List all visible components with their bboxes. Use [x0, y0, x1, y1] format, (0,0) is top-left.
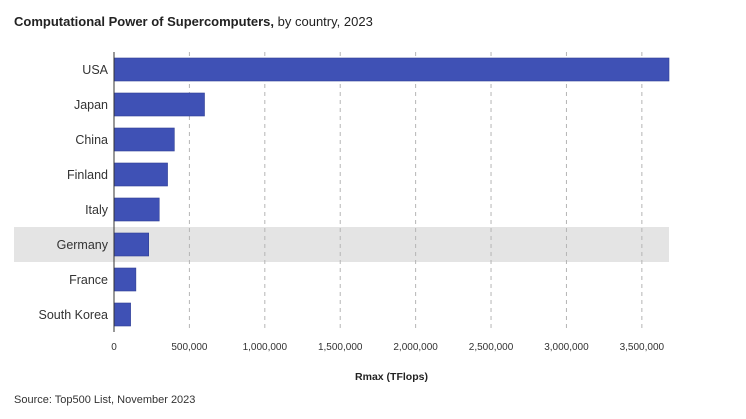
highlight-bands [14, 227, 669, 262]
category-label: France [69, 273, 108, 287]
chart-title-rest: by country, 2023 [274, 14, 373, 29]
category-label: Germany [57, 238, 109, 252]
bar-italy [113, 197, 160, 222]
bar-china [113, 127, 175, 152]
category-labels: USA Japan China Finland Italy Germany France So… [39, 63, 109, 322]
x-tick-label: 500,000 [171, 342, 208, 353]
bar-japan [113, 92, 205, 117]
bar-germany [113, 232, 149, 257]
chart-title: Computational Power of Supercomputers, b… [14, 14, 373, 29]
category-label: China [75, 133, 108, 147]
bars [113, 57, 670, 327]
highlight-band-germany [14, 227, 669, 262]
category-label: Finland [67, 168, 108, 182]
gridlines [188, 52, 643, 332]
x-tick-label: 1,500,000 [318, 342, 363, 353]
x-tick-label: 2,000,000 [393, 342, 438, 353]
source-note: Source: Top500 List, November 2023 [14, 394, 196, 406]
x-axis-title: Rmax (TFlops) [355, 371, 428, 383]
bar-usa [113, 57, 670, 82]
x-tick-label: 2,500,000 [469, 342, 514, 353]
bar-france [113, 267, 137, 292]
category-label: USA [82, 63, 108, 77]
bar-south-korea [113, 302, 131, 327]
category-label: Japan [74, 98, 108, 112]
x-tick-label: 3,000,000 [544, 342, 589, 353]
x-tick-label: 3,500,000 [620, 342, 665, 353]
x-tick-label: 0 [111, 342, 117, 353]
chart-title-bold: Computational Power of Supercomputers, [14, 14, 275, 29]
x-tick-labels: 0 500,000 1,000,000 1,500,000 2,000,000 2,500… [111, 342, 664, 353]
x-tick-label: 1,000,000 [243, 342, 288, 353]
category-label: South Korea [39, 308, 109, 322]
category-label: Italy [85, 203, 109, 217]
bar-finland [113, 162, 168, 187]
